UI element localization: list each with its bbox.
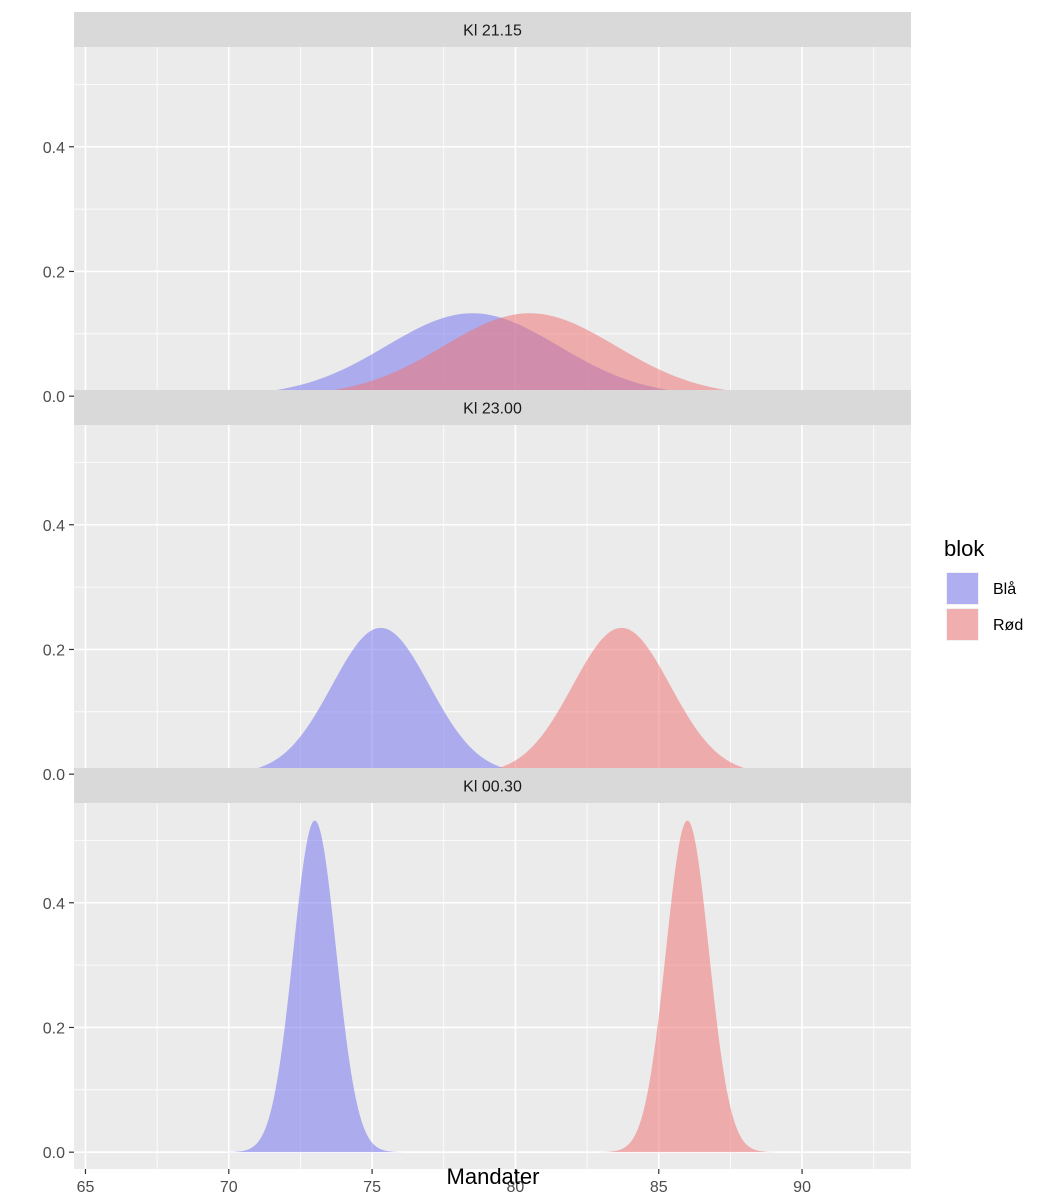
facet-strip [74,12,911,47]
y-tick-label: 0.0 [43,1145,65,1162]
x-tick-label: 90 [793,1179,811,1196]
legend-key-swatch [947,609,978,640]
density-area-bla [218,820,412,1153]
x-tick-label: 70 [220,1179,238,1196]
legend-label: Blå [993,580,1016,598]
facet-panel: Kl 21.15 0.0 0.2 0.4 [43,12,917,413]
y-tick-label: 0.2 [43,642,65,659]
y-tick-label: 0.4 [43,518,65,535]
legend: blok Blå Rød [944,536,1023,641]
density-area-bla [161,627,600,775]
facet-panel: Kl 00.30 0.0 0.2 0.4 [43,768,911,1169]
facet-strip-label: Kl 23.00 [463,401,522,418]
y-tick-label: 0.4 [43,896,65,913]
legend-items: Blå Rød [946,572,1023,641]
x-tick-label: 75 [363,1179,381,1196]
y-tick-label: 0.0 [43,389,65,406]
density-area-rod [590,820,785,1153]
facet-strip [74,390,911,425]
density-area-rod [142,313,917,397]
x-tick-label: 65 [77,1179,95,1196]
x-tick-label: 85 [650,1179,668,1196]
y-tick-label: 0.4 [43,140,65,157]
y-tick-label: 0.2 [43,264,65,281]
facet-panels: Kl 21.150.00.20.4Kl 23.000.00.20.4Kl 00.… [43,12,917,1169]
density-area-rod [402,627,841,775]
x-axis: 65 70 75 80 85 90 [77,1169,811,1196]
legend-key-swatch [947,573,978,604]
y-tick-label: 0.2 [43,1020,65,1037]
facet-strip [74,768,911,803]
panel-background [74,803,911,1169]
x-tick-label: 80 [507,1179,525,1196]
facet-strip-label: Kl 00.30 [463,779,522,796]
facet-panel: Kl 23.00 0.0 0.2 0.4 [43,390,911,791]
facet-strip-label: Kl 21.15 [463,23,522,40]
legend-label: Rød [993,617,1023,634]
y-tick-label: 0.0 [43,767,65,784]
panel-background [74,425,911,791]
x-axis-title: Mandater [447,1164,540,1189]
legend-title: blok [944,536,985,561]
